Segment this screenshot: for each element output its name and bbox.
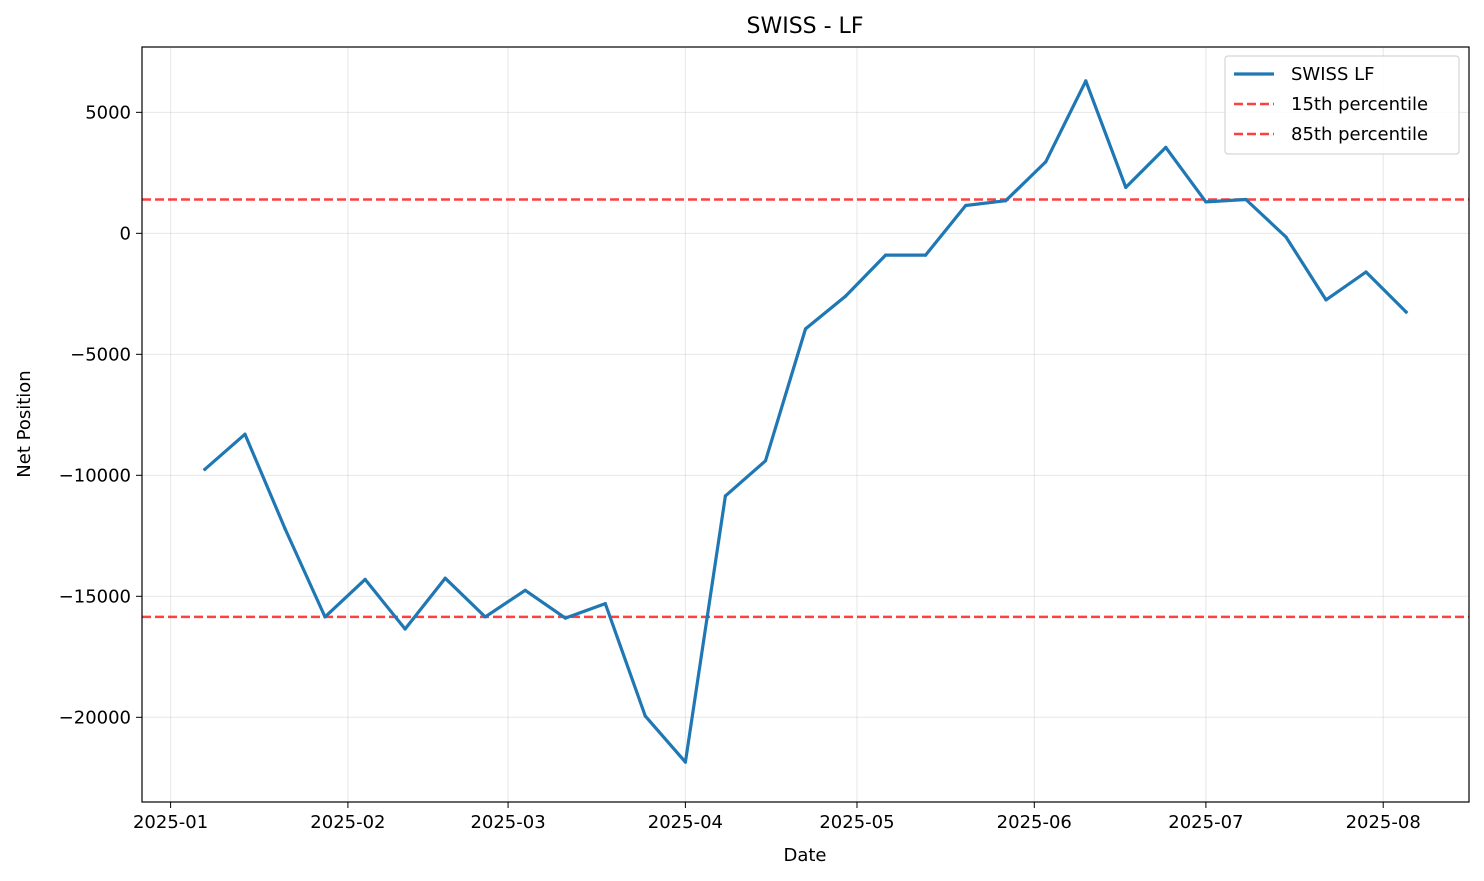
y-tick-label: −5000 <box>70 344 131 365</box>
y-tick-label: 0 <box>120 223 131 244</box>
y-tick-label: −15000 <box>59 586 131 607</box>
data-point <box>803 327 808 331</box>
data-point <box>403 627 407 631</box>
data-point <box>363 577 367 582</box>
data-point <box>1004 199 1008 203</box>
data-point <box>283 527 287 531</box>
data-point <box>323 615 327 619</box>
data-point <box>1284 235 1288 239</box>
x-tick-label: 2025-06 <box>997 812 1072 833</box>
data-point <box>683 760 688 764</box>
data-point <box>1244 197 1248 202</box>
data-point <box>1404 310 1408 314</box>
data-point <box>483 615 487 619</box>
data-point <box>563 616 567 620</box>
data-point <box>843 294 848 298</box>
data-point <box>964 203 968 208</box>
data-point <box>1204 200 1208 204</box>
y-axis-ticks: 5000 0 −5000 −10000 −15000 −20000 <box>59 102 142 728</box>
chart-title: SWISS - LF <box>747 14 864 39</box>
legend-box <box>1224 55 1460 155</box>
data-point <box>203 467 207 471</box>
legend-label: 85th percentile <box>1291 124 1428 145</box>
legend-label: 15th percentile <box>1291 94 1428 115</box>
data-point <box>1124 185 1128 189</box>
x-axis-title: Date <box>783 845 826 866</box>
data-point <box>1364 270 1368 274</box>
x-tick-label: 2025-01 <box>133 812 208 833</box>
data-point <box>1044 160 1048 164</box>
data-point <box>443 576 447 580</box>
x-tick-label: 2025-04 <box>648 812 723 833</box>
data-point <box>723 494 728 498</box>
grid-lines <box>142 47 1469 802</box>
y-tick-label: −10000 <box>59 465 131 486</box>
x-tick-label: 2025-03 <box>470 812 545 833</box>
data-point <box>1084 79 1088 83</box>
data-point <box>643 714 647 718</box>
legend-label: SWISS LF <box>1291 64 1375 85</box>
data-point <box>924 253 928 257</box>
data-point <box>603 602 607 606</box>
series-lines <box>202 79 1409 764</box>
x-tick-label: 2025-07 <box>1168 812 1243 833</box>
x-tick-label: 2025-05 <box>819 812 894 833</box>
y-tick-label: 5000 <box>85 102 131 123</box>
legend: SWISS LF 15th percentile 85th percentile <box>1224 55 1460 155</box>
x-tick-label: 2025-02 <box>310 812 385 833</box>
data-point <box>884 253 888 257</box>
data-point <box>523 588 527 592</box>
y-tick-label: −20000 <box>59 707 131 728</box>
data-point <box>1164 145 1168 149</box>
data-point <box>243 432 247 436</box>
y-axis-title: Net Position <box>14 370 35 477</box>
x-axis-ticks: 2025-01 2025-02 2025-03 2025-04 2025-05 2025-… <box>133 802 1421 833</box>
data-point <box>1324 298 1328 302</box>
plot-frame <box>141 46 1470 803</box>
data-point <box>763 459 768 463</box>
x-tick-label: 2025-08 <box>1346 812 1421 833</box>
